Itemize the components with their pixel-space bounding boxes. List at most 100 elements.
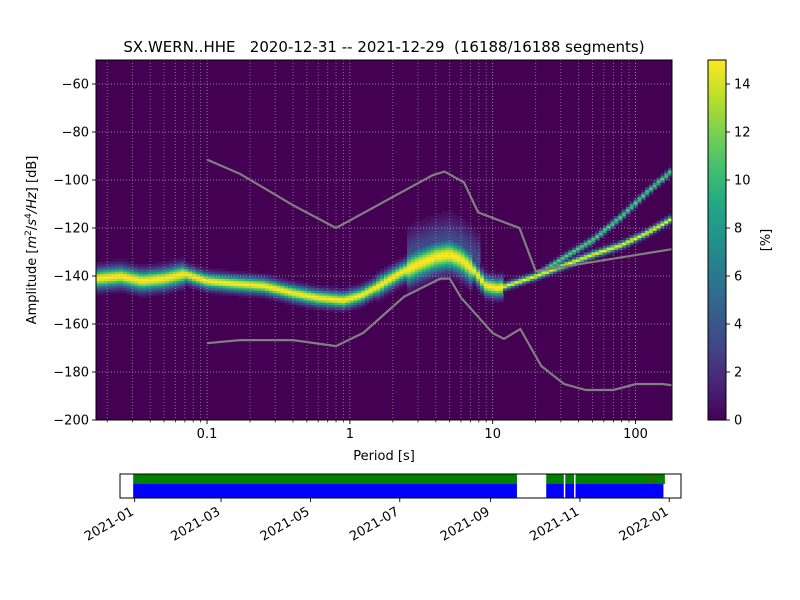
heatmap-cell bbox=[441, 273, 447, 277]
heatmap-cell bbox=[614, 240, 619, 243]
heatmap-cell bbox=[207, 280, 212, 284]
heatmap-cell bbox=[188, 261, 193, 265]
heatmap-cell bbox=[668, 216, 672, 219]
heatmap-cell bbox=[168, 266, 174, 270]
heatmap-cell bbox=[510, 288, 516, 291]
heatmap-cell bbox=[491, 295, 496, 298]
heatmap-cell bbox=[261, 278, 266, 282]
heatmap-cell bbox=[384, 273, 389, 277]
heatmap-cell bbox=[145, 271, 151, 274]
heatmap-cell bbox=[648, 184, 654, 188]
heatmap-cell bbox=[445, 247, 450, 250]
heatmap-cell bbox=[349, 300, 354, 303]
heatmap-cell bbox=[357, 290, 362, 294]
heatmap-cell bbox=[387, 264, 393, 267]
heatmap-cell bbox=[422, 218, 427, 222]
heatmap-cell bbox=[307, 307, 312, 310]
heatmap-cell bbox=[591, 235, 596, 238]
heatmap-cell bbox=[414, 237, 420, 241]
heatmap-cell bbox=[119, 283, 124, 286]
heatmap-cell bbox=[199, 288, 205, 291]
colorbar-tick-label: 8 bbox=[734, 222, 742, 237]
heatmap-cell bbox=[153, 264, 159, 267]
heatmap-cell bbox=[142, 285, 147, 289]
heatmap-cell bbox=[307, 304, 312, 308]
heatmap-cell bbox=[295, 288, 301, 291]
heatmap-cell bbox=[480, 271, 485, 274]
x-tick-label: 1 bbox=[346, 427, 354, 442]
heatmap-cell bbox=[407, 268, 412, 272]
heatmap-cell bbox=[122, 285, 128, 289]
heatmap-cell bbox=[387, 288, 393, 291]
heatmap-cell bbox=[130, 271, 135, 274]
heatmap-cell bbox=[407, 273, 412, 277]
heatmap-cell bbox=[349, 307, 354, 310]
heatmap-cell bbox=[579, 244, 585, 248]
heatmap-cell bbox=[96, 292, 101, 296]
heatmap-cell bbox=[622, 247, 627, 250]
heatmap-cell bbox=[460, 278, 466, 282]
heatmap-cell bbox=[157, 264, 162, 267]
heatmap-cell bbox=[437, 264, 443, 267]
heatmap-cell bbox=[368, 297, 374, 301]
heatmap-cell bbox=[130, 290, 135, 294]
heatmap-cell bbox=[149, 283, 155, 286]
heatmap-cell bbox=[299, 300, 304, 303]
heatmap-cell bbox=[468, 285, 473, 289]
heatmap-cell bbox=[391, 261, 397, 265]
heatmap-cell bbox=[403, 271, 408, 274]
heatmap-cell bbox=[288, 290, 293, 294]
heatmap-cell bbox=[629, 235, 635, 238]
heatmap-cell bbox=[414, 261, 420, 265]
heatmap-cell bbox=[330, 295, 335, 298]
heatmap-cell bbox=[218, 283, 224, 286]
heatmap-cell bbox=[311, 295, 316, 298]
heatmap-cell bbox=[207, 278, 212, 282]
heatmap-cell bbox=[449, 249, 454, 253]
heatmap-cell bbox=[299, 280, 304, 284]
heatmap-cell bbox=[249, 276, 255, 279]
heatmap-cell bbox=[165, 288, 170, 291]
heatmap-cell bbox=[407, 283, 412, 286]
heatmap-cell bbox=[664, 172, 669, 176]
heatmap-cell bbox=[656, 184, 662, 188]
heatmap-cell bbox=[96, 280, 101, 284]
heatmap-cell bbox=[222, 268, 228, 272]
heatmap-cell bbox=[184, 280, 189, 284]
heatmap-cell bbox=[499, 283, 504, 286]
heatmap-cell bbox=[625, 206, 631, 210]
heatmap-cell bbox=[257, 278, 262, 282]
heatmap-cell bbox=[337, 304, 343, 308]
heatmap-cell bbox=[503, 290, 508, 294]
heatmap-cell bbox=[579, 247, 585, 250]
heatmap-cell bbox=[433, 213, 439, 217]
heatmap-cell bbox=[618, 218, 623, 222]
heatmap-cell bbox=[464, 268, 470, 272]
heatmap-cell bbox=[664, 177, 669, 181]
heatmap-cell bbox=[360, 288, 366, 291]
heatmap-cell bbox=[453, 266, 458, 270]
heatmap-cell bbox=[556, 261, 562, 265]
heatmap-cell bbox=[418, 280, 423, 284]
heatmap-cell bbox=[629, 208, 635, 212]
heatmap-cell bbox=[391, 276, 397, 279]
heatmap-cell bbox=[245, 280, 251, 284]
heatmap-cell bbox=[418, 230, 423, 234]
heatmap-cell bbox=[430, 225, 435, 229]
heatmap-cell bbox=[491, 276, 496, 279]
heatmap-cell bbox=[445, 213, 450, 217]
heatmap-cell bbox=[407, 244, 412, 248]
heatmap-cell bbox=[453, 254, 458, 258]
heatmap-cell bbox=[576, 249, 581, 253]
heatmap-cell bbox=[311, 285, 316, 289]
heatmap-cell bbox=[483, 271, 489, 274]
heatmap-cell bbox=[495, 292, 500, 296]
heatmap-cell bbox=[138, 283, 143, 286]
heatmap-cell bbox=[629, 206, 635, 210]
heatmap-cell bbox=[564, 249, 569, 253]
heatmap-cell bbox=[161, 266, 166, 270]
heatmap-cell bbox=[119, 271, 124, 274]
heatmap-cell bbox=[234, 276, 239, 279]
heatmap-cell bbox=[418, 220, 423, 224]
heatmap-cell bbox=[395, 278, 400, 282]
